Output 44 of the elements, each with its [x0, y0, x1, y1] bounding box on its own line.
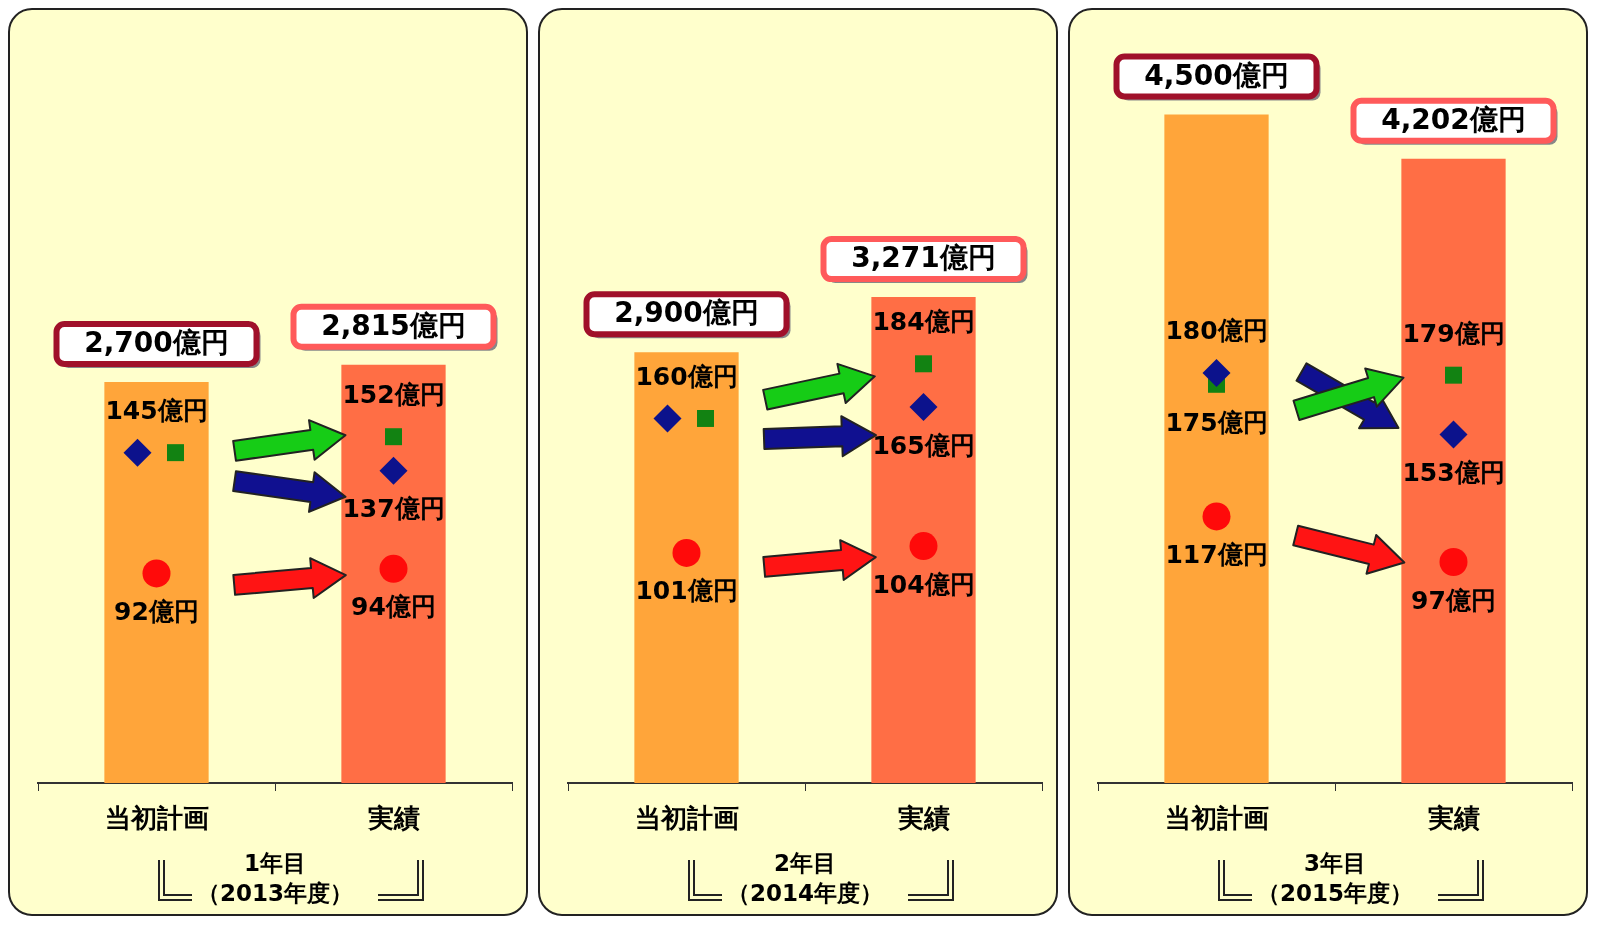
data-label: 2,700億円	[84, 326, 229, 360]
data-label: 104億円	[872, 569, 975, 599]
data-label: 175億円	[1165, 407, 1268, 437]
data-label: 160億円	[635, 361, 738, 391]
point	[379, 554, 408, 583]
data-label: 4,202億円	[1381, 103, 1526, 137]
data-label: 152億円	[342, 380, 445, 410]
data-label: 3,271億円	[851, 241, 996, 275]
point	[1202, 358, 1231, 387]
x-axis-title: 2年目（2014年度）	[726, 850, 884, 907]
data-label: 153億円	[1402, 457, 1505, 487]
x-tick-label: 当初計画	[104, 803, 209, 834]
data-label: 165億円	[872, 430, 975, 460]
data-label: 2,815億円	[321, 309, 466, 343]
x-tick-label: 当初計画	[1164, 803, 1269, 834]
point	[1439, 548, 1468, 576]
point	[1439, 420, 1468, 449]
data-label: 94億円	[351, 592, 436, 622]
data-label: 137億円	[342, 494, 445, 524]
data-label: 101億円	[635, 576, 738, 606]
data-label: 2,900億円	[614, 296, 759, 330]
point	[909, 393, 938, 422]
point	[142, 559, 171, 588]
point	[385, 428, 402, 446]
point	[1445, 366, 1462, 384]
data-label: 180億円	[1165, 316, 1268, 346]
x-tick-label: 実績	[1426, 803, 1480, 834]
point	[1202, 502, 1231, 531]
x-tick-label: 実績	[366, 803, 420, 834]
data-label: 92億円	[114, 596, 199, 626]
data-label: 145億円	[105, 396, 208, 426]
x-tick-label: 実績	[896, 803, 950, 834]
data-label: 179億円	[1402, 318, 1505, 348]
x-axis-title: 3年目（2015年度）	[1256, 850, 1414, 907]
point	[909, 532, 938, 561]
point	[915, 355, 932, 373]
x-axis-title: 1年目（2013年度）	[196, 850, 354, 907]
data-label: 97億円	[1411, 585, 1496, 615]
x-tick-label: 当初計画	[634, 803, 739, 834]
point	[672, 538, 701, 567]
data-label: 4,500億円	[1144, 58, 1289, 92]
data-label: 184億円	[872, 307, 975, 337]
point	[379, 456, 408, 485]
data-label: 117億円	[1165, 539, 1268, 569]
